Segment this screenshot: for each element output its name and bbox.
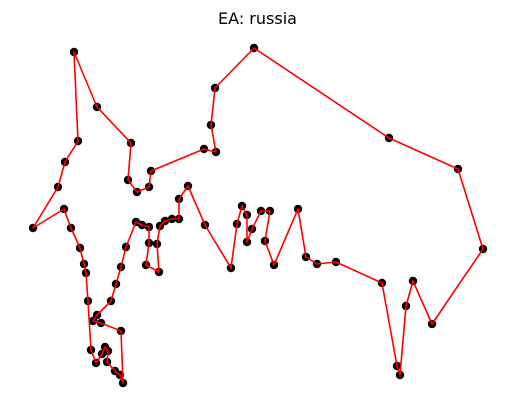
route-segment	[145, 264, 160, 273]
route-segment	[106, 350, 109, 363]
route-segment	[85, 272, 89, 302]
route-segment	[148, 170, 152, 188]
route-segment	[63, 208, 72, 229]
route-segment	[120, 330, 124, 384]
route-segment	[264, 240, 275, 266]
route-segment	[127, 179, 138, 193]
route-segment	[73, 51, 98, 108]
route-segment	[106, 361, 116, 372]
route-segment	[119, 374, 124, 384]
route-segment	[150, 148, 205, 172]
route-segment	[335, 261, 383, 284]
route-segment	[57, 161, 66, 188]
route-segment	[73, 51, 79, 142]
route-segment	[388, 137, 459, 170]
route-segment	[399, 305, 407, 376]
route-segment	[101, 346, 106, 355]
route-segment	[110, 283, 117, 302]
route-segment	[210, 124, 217, 153]
route-lines	[32, 47, 484, 384]
route-segment	[203, 148, 217, 153]
route-segment	[305, 256, 318, 265]
route-segment	[187, 185, 206, 226]
route-segment	[214, 47, 255, 89]
route-segment	[264, 210, 271, 242]
chart-title: EA: russia	[218, 9, 297, 28]
route-segment	[457, 168, 484, 250]
route-segment	[156, 243, 160, 273]
route-segment	[70, 227, 81, 249]
route-segment	[114, 370, 121, 376]
route-segment	[236, 205, 243, 225]
route-segment	[297, 208, 307, 258]
route-segment	[241, 205, 248, 216]
route-segment	[141, 224, 150, 228]
route-segment	[412, 280, 433, 325]
route-segment	[90, 349, 97, 364]
route-segment	[431, 248, 484, 325]
route-segment	[125, 221, 137, 248]
route-segment	[381, 282, 398, 367]
route-segment	[230, 223, 238, 269]
route-segment	[100, 322, 122, 332]
route-segment	[136, 186, 150, 193]
route-segment	[246, 228, 253, 243]
route-segment	[64, 140, 79, 163]
route-segment	[96, 300, 112, 316]
route-segment	[32, 186, 59, 229]
route-segment	[87, 300, 92, 351]
route-segment	[316, 261, 337, 265]
route-segment	[164, 218, 173, 222]
route-segment	[95, 353, 103, 364]
route-segment	[273, 208, 299, 266]
route-segment	[120, 246, 127, 268]
route-segment	[115, 266, 122, 285]
route-segment	[135, 221, 143, 226]
route-segment	[32, 208, 65, 229]
route-segment	[251, 210, 262, 230]
route-segment	[79, 247, 85, 265]
route-segment	[210, 87, 216, 126]
route-segment	[405, 280, 414, 307]
route-segment	[92, 314, 98, 322]
route-segment	[204, 224, 232, 269]
route-segment	[83, 263, 87, 274]
route-segment	[127, 142, 132, 181]
route-segment	[96, 106, 132, 144]
route-segment	[156, 225, 161, 245]
route-segment	[178, 185, 189, 200]
route-segment	[145, 242, 150, 266]
route-segment	[159, 220, 166, 227]
route-segment	[92, 320, 102, 324]
route-segment	[253, 47, 390, 139]
route-segment	[396, 365, 401, 376]
